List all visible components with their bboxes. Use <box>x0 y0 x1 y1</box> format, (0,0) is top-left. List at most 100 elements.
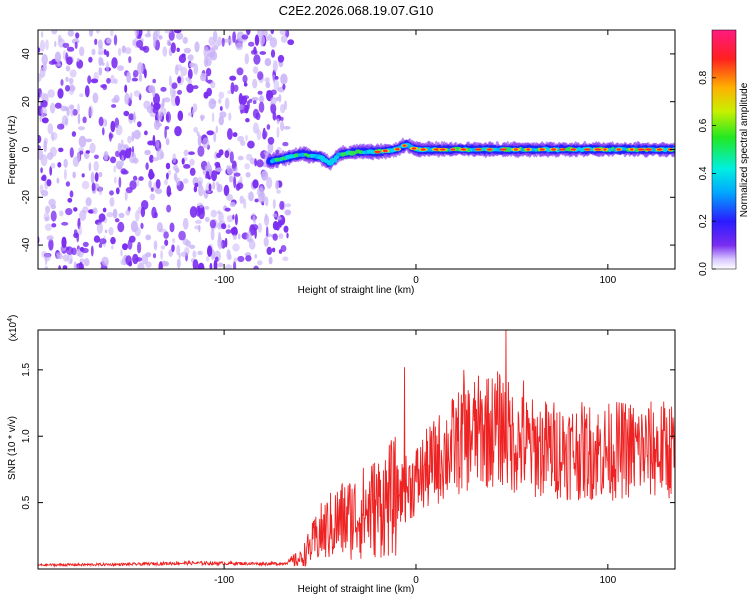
spectrogram-noise-blob <box>110 30 114 37</box>
spectrogram-noise-blob <box>110 74 115 84</box>
snr-xtick-label: 0 <box>413 575 419 586</box>
spectrogram-noise-blob <box>176 47 180 52</box>
spectrogram-noise-blob <box>279 200 285 210</box>
spectrogram-noise-blob <box>47 89 55 98</box>
spectrogram-noise-blob <box>167 170 171 176</box>
spectrogram-noise-blob <box>235 166 238 173</box>
spectrogram-noise-blob <box>181 158 185 165</box>
spectrogram-noise-blob <box>270 103 277 114</box>
spectrogram-noise-blob <box>153 36 156 49</box>
spectrogram-noise-blob <box>257 90 263 95</box>
spectrogram-noise-blob <box>259 35 266 46</box>
colorbar-ticks: 0.0 0.2 0.4 0.6 0.8 <box>698 70 716 276</box>
spectrogram-noise-blob <box>69 69 77 78</box>
spectrogram-noise-blob <box>192 250 197 258</box>
spectrogram-noise-blob <box>228 38 233 45</box>
spectrogram-noise-blob <box>106 37 112 44</box>
spectrogram-noise-blob <box>145 162 149 170</box>
spectrogram-noise-blob <box>78 261 83 269</box>
colorbar: 0.0 0.2 0.4 0.6 0.8 Normalized spectral ampl… <box>698 29 750 276</box>
spectrogram-noise-blob <box>44 253 51 262</box>
spectrogram-noise-blob <box>127 135 132 144</box>
spectrogram-noise-blob <box>98 171 103 178</box>
spectrogram-noise-blob <box>72 109 78 116</box>
spectrogram-noise-blob <box>251 97 259 101</box>
spectrogram-noise-blob <box>77 103 80 114</box>
spectrogram-noise-region <box>38 30 295 269</box>
spectrogram-noise-blob <box>77 126 85 131</box>
spectrogram-noise-blob <box>140 222 144 229</box>
spectrogram-noise-blob <box>233 172 241 177</box>
spectrogram-noise-blob <box>170 42 176 54</box>
spectrogram-noise-blob <box>50 162 56 169</box>
snr-ytick-label: 1.0 <box>21 429 32 443</box>
spectrogram-chart: -100 0 100 -40 -20 0 20 40 Height of straight l… <box>7 29 676 296</box>
spectrogram-noise-blob <box>62 50 67 60</box>
spectrogram-noise-blob <box>205 67 212 77</box>
spectrogram-noise-blob <box>252 215 256 222</box>
spectrogram-noise-blob <box>272 111 277 121</box>
spectrogram-noise-blob <box>182 36 188 44</box>
spectrogram-noise-blob <box>270 30 274 35</box>
spectrogram-noise-blob <box>215 167 223 172</box>
spectrogram-noise-blob <box>152 78 156 84</box>
spectrogram-noise-blob <box>174 64 179 76</box>
spectrogram-noise-blob <box>54 102 62 109</box>
spectrogram-noise-blob <box>58 265 61 269</box>
spectrogram-noise-blob <box>117 47 122 56</box>
spectrogram-ytick-label: -20 <box>21 190 32 205</box>
spectrogram-noise-blob <box>229 151 234 164</box>
snr-xlabel: Height of straight line (km) <box>298 584 415 595</box>
spectrogram-ytick-label: 40 <box>21 48 32 60</box>
spectrogram-noise-blob <box>224 97 230 110</box>
spectrogram-noise-blob <box>187 68 193 80</box>
spectrogram-noise-blob <box>197 250 203 256</box>
spectrogram-noise-blob <box>90 171 95 184</box>
spectrogram-ytick-label: 20 <box>21 96 32 108</box>
spectrogram-noise-blob <box>87 75 92 85</box>
spectrogram-noise-blob <box>166 39 171 46</box>
spectrogram-noise-blob <box>38 148 44 161</box>
spectrogram-noise-blob <box>68 83 75 96</box>
spectrogram-noise-blob <box>209 262 213 269</box>
spectrogram-noise-blob <box>244 53 249 65</box>
spectrogram-noise-blob <box>196 131 200 137</box>
spectrogram-noise-blob <box>271 247 276 253</box>
spectrogram-noise-blob <box>152 157 159 162</box>
spectrogram-noise-blob <box>103 49 107 55</box>
spectrogram-noise-blob <box>93 154 99 159</box>
spectrogram-noise-blob <box>124 148 131 159</box>
spectrogram-noise-blob <box>135 210 140 222</box>
spectrogram-noise-blob <box>120 249 123 257</box>
spectrogram-noise-blob <box>275 180 279 190</box>
spectrogram-noise-blob <box>59 210 64 217</box>
spectrogram-ytick-label: 0 <box>21 146 32 152</box>
spectrogram-noise-blob <box>77 113 81 125</box>
spectrogram-noise-blob <box>40 106 48 117</box>
spectrogram-noise-blob <box>277 54 285 63</box>
spectrogram-noise-blob <box>114 218 120 223</box>
signal-hot <box>594 148 602 151</box>
spectrogram-noise-blob <box>50 210 57 222</box>
spectrogram-noise-blob <box>90 245 94 257</box>
spectrogram-noise-blob <box>129 92 133 101</box>
figure-title: C2E2.2026.068.19.07.G10 <box>279 3 434 18</box>
signal-hot <box>474 148 482 151</box>
spectrogram-noise-blob <box>270 89 277 96</box>
spectrogram-noise-blob <box>93 235 101 243</box>
spectrogram-noise-blob <box>219 111 227 118</box>
spectrogram-noise-blob <box>84 85 90 98</box>
spectrogram-noise-blob <box>264 58 272 67</box>
signal-hot <box>584 148 591 151</box>
spectrogram-noise-blob <box>128 113 135 121</box>
spectrogram-noise-blob <box>67 30 74 37</box>
spectrogram-noise-blob <box>280 103 286 114</box>
snr-series-line <box>38 330 675 568</box>
spectrogram-noise-blob <box>235 42 244 51</box>
spectrogram-noise-blob <box>57 88 64 99</box>
spectrogram-noise-blob <box>94 38 98 45</box>
spectrogram-noise-blob <box>283 225 289 233</box>
spectrogram-noise-blob <box>144 68 147 79</box>
spectrogram-noise-blob <box>248 240 256 250</box>
spectrogram-noise-blob <box>49 146 57 157</box>
